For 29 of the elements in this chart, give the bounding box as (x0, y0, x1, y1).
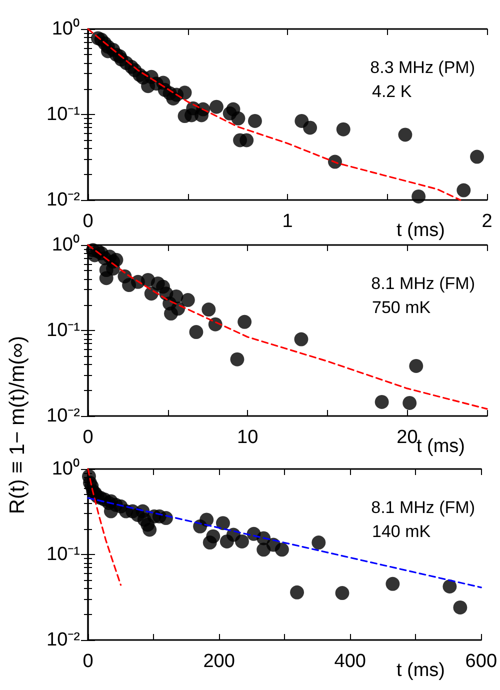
annotation: 8.1 MHz (FM) (371, 498, 476, 517)
y-tick-label: 10⁰ (52, 234, 80, 256)
annotation: 140 mK (372, 522, 432, 541)
x-tick-label: 1 (282, 211, 293, 232)
x-tick-label: 0 (82, 427, 94, 448)
x-tick-label: 0 (82, 211, 94, 232)
y-tick-label: 10⁻¹ (46, 320, 80, 341)
annotation: 4.2 K (372, 82, 412, 101)
y-tick-label: 10⁻¹ (46, 544, 80, 565)
x-axis-title: t (ms) (416, 436, 466, 457)
y-tick-label: 10⁻² (46, 406, 80, 426)
x-tick-label: 2 (482, 211, 492, 232)
y-tick-label: 10⁻² (46, 190, 80, 210)
x-tick-label: 400 (334, 651, 366, 672)
x-tick-label: 10 (237, 427, 258, 448)
x-tick-label: 0 (82, 651, 94, 672)
annotation: 750 mK (372, 298, 432, 317)
y-tick-label: 10⁻¹ (46, 104, 80, 125)
x-axis-title: t (ms) (396, 220, 446, 241)
y-tick-label: 10⁰ (52, 18, 80, 40)
x-tick-label: 600 (465, 651, 497, 672)
x-tick-label: 200 (203, 651, 235, 672)
x-axis-title: t (ms) (396, 660, 446, 681)
annotation: 8.1 MHz (FM) (371, 274, 476, 293)
annotation: 8.3 MHz (PM) (370, 58, 476, 77)
y-tick-label: 10⁻² (46, 630, 80, 650)
y-tick-label: 10⁰ (52, 458, 80, 480)
x-tick-label: 20 (396, 427, 418, 448)
y-axis-title: R(t) ≡ 1− m(t)/m(∞) (6, 336, 30, 514)
